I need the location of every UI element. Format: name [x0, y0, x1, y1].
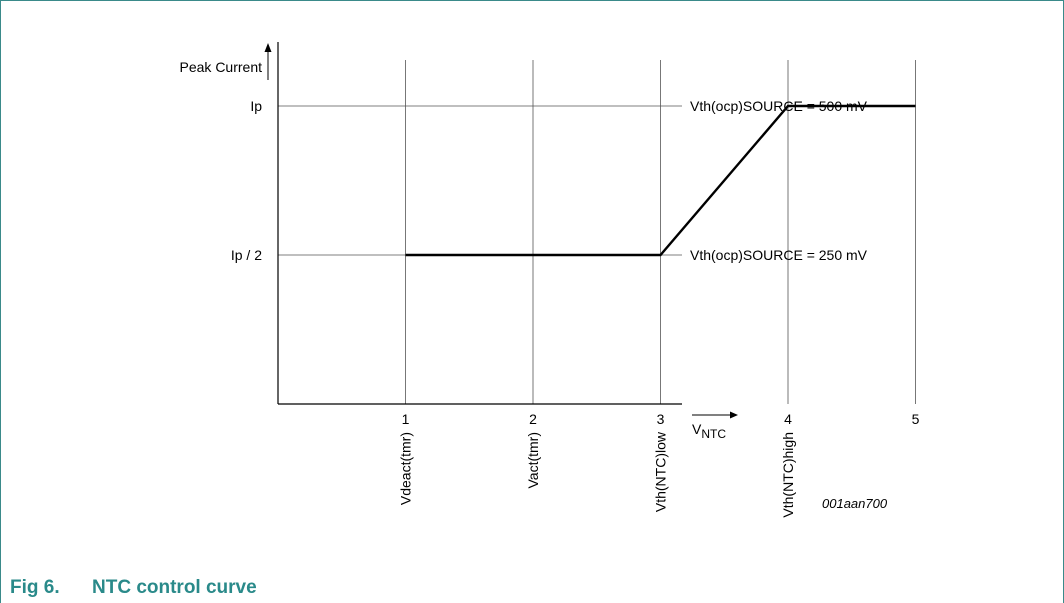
series-line-1	[405, 104, 916, 257]
svg-text:VNTC: VNTC	[692, 421, 726, 441]
x-axis-label-sub: NTC	[701, 427, 726, 441]
y-arrow-head	[264, 43, 272, 52]
ntc-control-curve-figure: Vth(ocp)SOURCE = 500 mV Vth(ocp)SOURCE = …	[180, 42, 920, 518]
figure-caption: Fig 6. NTC control curve	[10, 577, 257, 601]
y-axis-label: Peak Current	[180, 59, 263, 75]
x-marker-label-1: Vdeact(tmr)	[398, 432, 414, 505]
x-marker-label-3: Vth(NTC)low	[653, 431, 669, 512]
reference-line-label-1: Vth(ocp)SOURCE = 500 mV	[690, 98, 868, 114]
axes	[264, 42, 738, 419]
y-tick-label-2: Ip	[250, 98, 262, 114]
series-layer	[405, 104, 916, 257]
grid-lines	[278, 60, 916, 404]
caption-title: NTC control curve	[92, 577, 257, 598]
caption-number: Fig 6.	[10, 577, 60, 598]
figure-code: 001aan700	[822, 496, 888, 511]
x-tick-label-1: 1	[402, 411, 410, 427]
x-axis-label: VNTC	[692, 421, 726, 441]
x-tick-label-5: 5	[912, 411, 920, 427]
x-marker-label-2: Vact(tmr)	[525, 432, 541, 489]
x-tick-label-2: 2	[529, 411, 537, 427]
x-axis-label-main: V	[692, 421, 702, 437]
reference-line-label-2: Vth(ocp)SOURCE = 250 mV	[690, 247, 868, 263]
x-tick-label-3: 3	[657, 411, 665, 427]
x-tick-label-4: 4	[784, 411, 792, 427]
labels-layer: Vth(ocp)SOURCE = 500 mV Vth(ocp)SOURCE = …	[231, 98, 920, 518]
y-tick-label-1: Ip / 2	[231, 247, 262, 263]
x-marker-label-4: Vth(NTC)high	[780, 432, 796, 518]
x-arrow-head	[730, 411, 738, 419]
